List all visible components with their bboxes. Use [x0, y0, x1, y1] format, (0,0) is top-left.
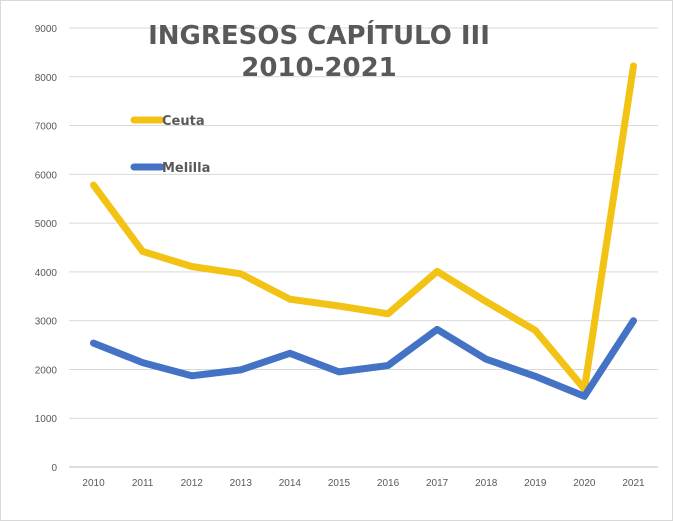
data-point-ceuta: [190, 265, 193, 268]
data-point-melilla: [190, 374, 193, 377]
gridlines: [69, 27, 658, 468]
data-point-melilla: [583, 395, 586, 398]
y-tick-label: 5000: [35, 219, 58, 230]
data-point-ceuta: [92, 184, 95, 187]
x-tick-label: 2018: [475, 478, 498, 489]
y-tick-label: 1000: [35, 414, 58, 425]
data-point-ceuta: [485, 300, 488, 303]
x-axis-ticks: 2010 2011 2012 2013 2014 2015 2016 2017 2018 2019…: [82, 478, 645, 489]
data-point-ceuta: [141, 250, 144, 253]
data-point-melilla: [387, 364, 390, 367]
chart-title: INGRESOS CAPÍTULO III: [148, 19, 490, 51]
data-point-melilla: [534, 375, 537, 378]
y-tick-label: 2000: [35, 365, 58, 376]
data-point-ceuta: [337, 305, 340, 308]
x-tick-label: 2010: [82, 478, 105, 489]
x-tick-label: 2020: [573, 478, 596, 489]
data-point-melilla: [239, 368, 242, 371]
y-tick-label: 6000: [35, 170, 58, 181]
x-tick-label: 2021: [622, 478, 645, 489]
y-tick-label: 4000: [35, 268, 58, 279]
data-point-melilla: [632, 319, 635, 322]
series-line-ceuta: [90, 62, 637, 393]
data-point-melilla: [92, 342, 95, 345]
data-point-melilla: [288, 352, 291, 355]
series-lines: [90, 62, 637, 400]
legend-label-melilla: Melilla: [162, 161, 210, 176]
y-axis-ticks: 0 1000 2000 3000 4000 5000 6000 7000 8000 9000: [35, 24, 58, 474]
data-point-melilla: [485, 358, 488, 361]
y-tick-label: 7000: [35, 122, 58, 133]
x-tick-label: 2017: [426, 478, 449, 489]
x-tick-label: 2019: [524, 478, 547, 489]
legend-label-ceuta: Ceuta: [162, 114, 205, 129]
y-tick-label: 8000: [35, 73, 58, 84]
data-point-ceuta: [288, 298, 291, 301]
data-point-ceuta: [534, 329, 537, 332]
series-line-melilla: [90, 317, 637, 400]
data-point-ceuta: [239, 272, 242, 275]
data-point-ceuta: [632, 65, 635, 68]
x-tick-label: 2014: [279, 478, 302, 489]
y-tick-label: 9000: [35, 24, 58, 35]
x-tick-label: 2013: [230, 478, 253, 489]
y-tick-label: 0: [51, 463, 57, 474]
legend: Ceuta Melilla: [130, 114, 210, 176]
x-tick-label: 2016: [377, 478, 400, 489]
data-point-ceuta: [436, 270, 439, 273]
x-tick-label: 2011: [132, 478, 154, 489]
chart-subtitle: 2010-2021: [241, 53, 397, 83]
data-point-melilla: [141, 361, 144, 364]
x-tick-label: 2012: [181, 478, 204, 489]
data-point-melilla: [436, 328, 439, 331]
data-point-melilla: [337, 370, 340, 373]
y-tick-label: 3000: [35, 317, 58, 328]
data-point-ceuta: [387, 312, 390, 315]
x-tick-label: 2015: [328, 478, 351, 489]
